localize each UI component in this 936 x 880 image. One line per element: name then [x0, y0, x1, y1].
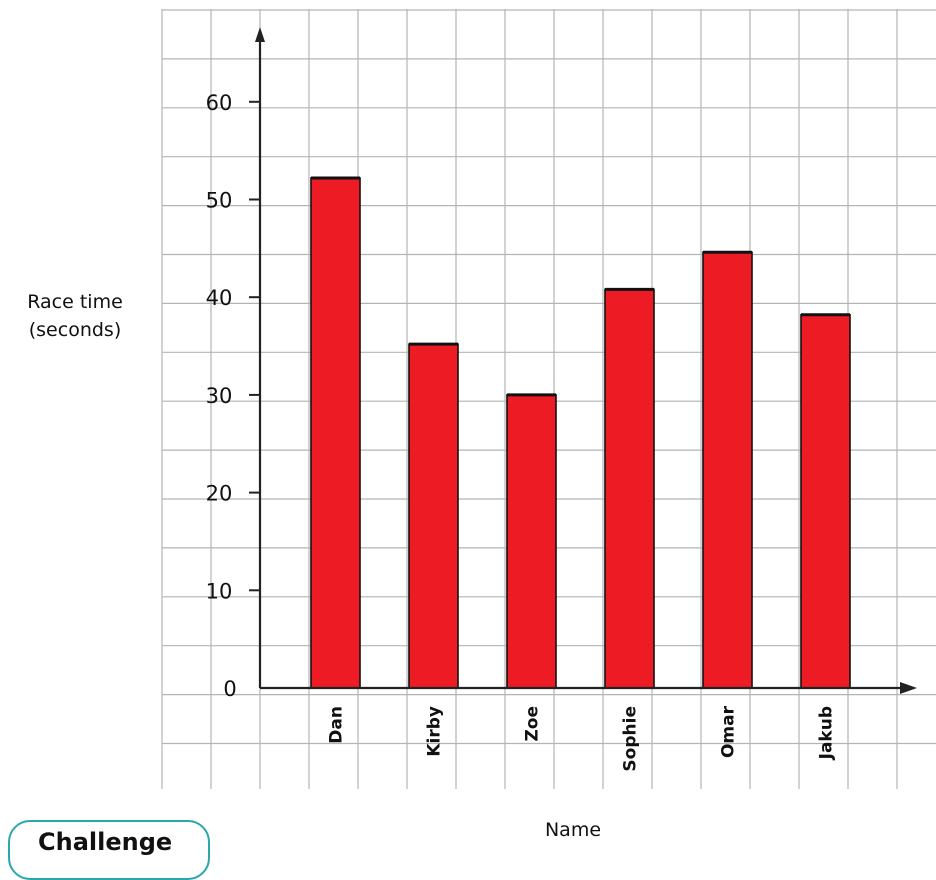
category-labels-group: Dan Kirby Zoe Sophie Omar Jakub: [327, 705, 837, 771]
bar-omar: [702, 251, 753, 689]
y-axis-title-line-2: (seconds): [29, 319, 122, 341]
category-label-jakub: Jakub: [817, 706, 837, 760]
y-tick-label-30: 30: [206, 384, 233, 408]
bar-zoe: [506, 394, 557, 689]
y-tick-label-50: 50: [206, 189, 233, 213]
y-axis-arrow: [255, 27, 265, 42]
bar-jakub: [800, 313, 851, 689]
bar-chart: 0 10 20 30 40 50 60 Dan Kirby Zoe Sophie Omar Jakub…: [27, 9, 936, 841]
bar-sophie: [604, 288, 655, 689]
x-axis-title: Name: [545, 819, 601, 841]
bar-dan: [310, 177, 361, 689]
y-tick-label-60: 60: [206, 91, 233, 115]
category-label-omar: Omar: [719, 705, 739, 758]
axes-group: [255, 27, 917, 694]
y-ticks-group: 0 10 20 30 40 50 60: [206, 91, 260, 701]
category-label-zoe: Zoe: [523, 706, 543, 742]
category-label-dan: Dan: [327, 706, 347, 744]
y-tick-label-40: 40: [206, 286, 233, 310]
challenge-badge-label: Challenge: [38, 828, 173, 856]
y-tick-label-20: 20: [206, 482, 233, 506]
category-label-sophie: Sophie: [621, 706, 641, 772]
y-tick-label-0: 0: [223, 677, 236, 701]
y-axis-title-line-1: Race time: [27, 291, 123, 313]
challenge-badge: Challenge: [8, 820, 210, 880]
bars-group: [310, 176, 851, 689]
x-axis-arrow: [900, 682, 917, 694]
category-label-kirby: Kirby: [425, 706, 445, 757]
y-tick-label-10: 10: [206, 579, 233, 603]
bar-kirby: [408, 343, 459, 689]
